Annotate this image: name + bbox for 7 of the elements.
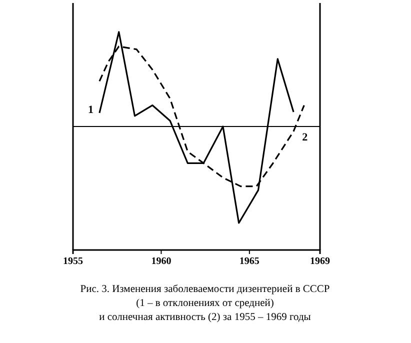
x-tick-label: 1960: [151, 256, 172, 268]
series-label: 1: [88, 104, 94, 116]
x-tick-label: 1955: [63, 256, 83, 268]
series-label: 2: [302, 132, 308, 144]
text: Рис. 3. Изменения заболеваемости дизентерией в СССР (1 – в отклонениях от средней) и солнечная активность (2) за 1955 – 1969 годы: [80, 284, 330, 323]
x-tick-label: 1965: [239, 256, 260, 268]
x-tick-label: 1969: [310, 256, 330, 268]
